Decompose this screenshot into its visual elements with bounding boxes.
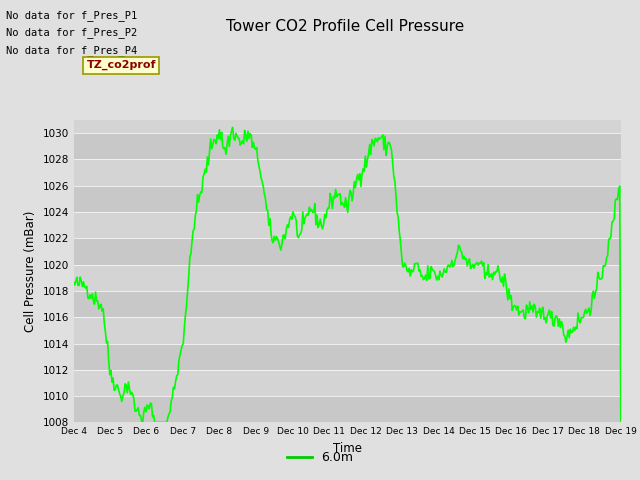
Bar [74, 159, 621, 186]
Bar [74, 370, 621, 396]
Text: No data for f_Pres_P1: No data for f_Pres_P1 [6, 10, 138, 21]
Text: No data for f_Pres_P2: No data for f_Pres_P2 [6, 27, 138, 38]
Bar [74, 186, 621, 212]
Bar [74, 212, 621, 239]
X-axis label: Time: Time [333, 442, 362, 455]
Bar [74, 317, 621, 344]
Bar [74, 133, 621, 159]
Text: No data for f_Pres_P4: No data for f_Pres_P4 [6, 45, 138, 56]
Legend: 6.0m: 6.0m [282, 446, 358, 469]
Bar [74, 264, 621, 291]
Bar [74, 396, 621, 422]
Text: TZ_co2prof: TZ_co2prof [86, 60, 156, 70]
Bar [74, 344, 621, 370]
Bar [74, 239, 621, 264]
Y-axis label: Cell Pressure (mBar): Cell Pressure (mBar) [24, 211, 37, 332]
Bar [74, 291, 621, 317]
Text: Tower CO2 Profile Cell Pressure: Tower CO2 Profile Cell Pressure [227, 19, 465, 34]
